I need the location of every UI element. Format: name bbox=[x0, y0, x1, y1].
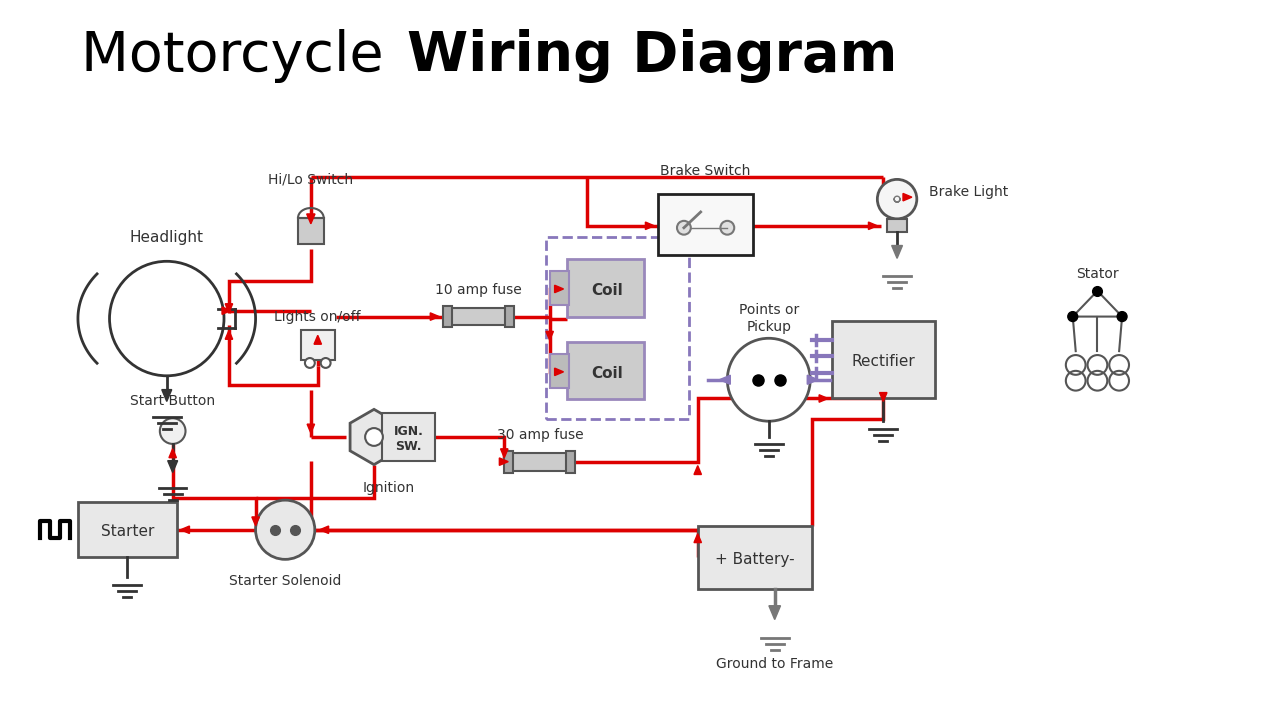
Bar bbox=[832, 320, 934, 397]
Polygon shape bbox=[307, 214, 315, 224]
Circle shape bbox=[110, 261, 224, 376]
Circle shape bbox=[365, 428, 383, 446]
Bar bbox=[698, 526, 813, 589]
Text: Starter Solenoid: Starter Solenoid bbox=[229, 574, 342, 588]
Polygon shape bbox=[879, 392, 887, 402]
Circle shape bbox=[321, 358, 330, 368]
Text: + Battery-: + Battery- bbox=[716, 552, 795, 567]
Bar bbox=[549, 354, 570, 387]
Circle shape bbox=[877, 179, 916, 219]
Polygon shape bbox=[554, 285, 563, 292]
Text: Brake Switch: Brake Switch bbox=[660, 164, 751, 179]
Bar bbox=[504, 451, 513, 472]
Polygon shape bbox=[902, 194, 911, 201]
Text: 30 amp fuse: 30 amp fuse bbox=[497, 428, 584, 442]
Bar bbox=[567, 342, 644, 400]
Bar bbox=[567, 451, 575, 472]
Polygon shape bbox=[719, 375, 731, 384]
Polygon shape bbox=[225, 304, 233, 312]
Bar bbox=[301, 330, 334, 360]
Text: Stator: Stator bbox=[1076, 267, 1119, 281]
Text: Starter: Starter bbox=[101, 524, 154, 539]
Text: Start Button: Start Button bbox=[131, 395, 215, 408]
Circle shape bbox=[677, 221, 691, 235]
Polygon shape bbox=[694, 534, 701, 543]
Polygon shape bbox=[547, 331, 553, 341]
Polygon shape bbox=[221, 307, 230, 315]
Polygon shape bbox=[554, 368, 563, 376]
Text: IGN.
SW.: IGN. SW. bbox=[394, 425, 424, 453]
Bar bbox=[549, 271, 570, 305]
Polygon shape bbox=[499, 458, 508, 465]
Text: Rectifier: Rectifier bbox=[851, 354, 915, 369]
Bar bbox=[381, 413, 435, 461]
Circle shape bbox=[727, 338, 810, 421]
Polygon shape bbox=[819, 395, 828, 402]
Text: Ignition: Ignition bbox=[362, 481, 415, 495]
Polygon shape bbox=[252, 517, 260, 526]
Text: Motorcycle: Motorcycle bbox=[82, 29, 402, 83]
Bar bbox=[887, 219, 908, 232]
Circle shape bbox=[1117, 312, 1126, 322]
Text: 10 amp fuse: 10 amp fuse bbox=[435, 283, 522, 297]
Polygon shape bbox=[694, 466, 701, 474]
Text: Brake Light: Brake Light bbox=[929, 185, 1007, 199]
Polygon shape bbox=[868, 222, 877, 230]
Text: Points or
Pickup: Points or Pickup bbox=[739, 303, 799, 333]
Polygon shape bbox=[645, 222, 654, 230]
Polygon shape bbox=[769, 606, 781, 619]
Bar bbox=[78, 502, 177, 557]
Polygon shape bbox=[168, 461, 178, 472]
Bar bbox=[506, 306, 515, 328]
Circle shape bbox=[721, 221, 735, 235]
Bar bbox=[545, 237, 689, 419]
Text: Headlight: Headlight bbox=[129, 230, 204, 245]
Polygon shape bbox=[161, 390, 172, 402]
Polygon shape bbox=[307, 424, 315, 433]
Polygon shape bbox=[808, 375, 818, 384]
Polygon shape bbox=[430, 313, 439, 320]
Text: Lights on/off: Lights on/off bbox=[274, 310, 361, 323]
Polygon shape bbox=[314, 336, 321, 344]
Text: Coil: Coil bbox=[591, 284, 623, 298]
Circle shape bbox=[1068, 312, 1078, 322]
Polygon shape bbox=[320, 526, 329, 534]
Bar bbox=[298, 218, 324, 243]
Circle shape bbox=[256, 500, 315, 559]
Bar bbox=[443, 306, 452, 328]
Polygon shape bbox=[351, 410, 398, 464]
Text: Coil: Coil bbox=[591, 366, 623, 382]
Bar bbox=[567, 259, 644, 317]
Polygon shape bbox=[892, 246, 902, 258]
Circle shape bbox=[305, 358, 315, 368]
Polygon shape bbox=[180, 526, 189, 534]
Polygon shape bbox=[225, 330, 233, 339]
Bar bbox=[658, 194, 753, 256]
Bar bbox=[451, 307, 507, 325]
Text: Hi/Lo Switch: Hi/Lo Switch bbox=[269, 172, 353, 186]
Text: Ground to Frame: Ground to Frame bbox=[716, 657, 833, 671]
Circle shape bbox=[160, 418, 186, 444]
Polygon shape bbox=[500, 449, 508, 458]
Bar bbox=[512, 453, 567, 471]
Polygon shape bbox=[169, 449, 177, 458]
Text: Wiring Diagram: Wiring Diagram bbox=[407, 29, 897, 83]
